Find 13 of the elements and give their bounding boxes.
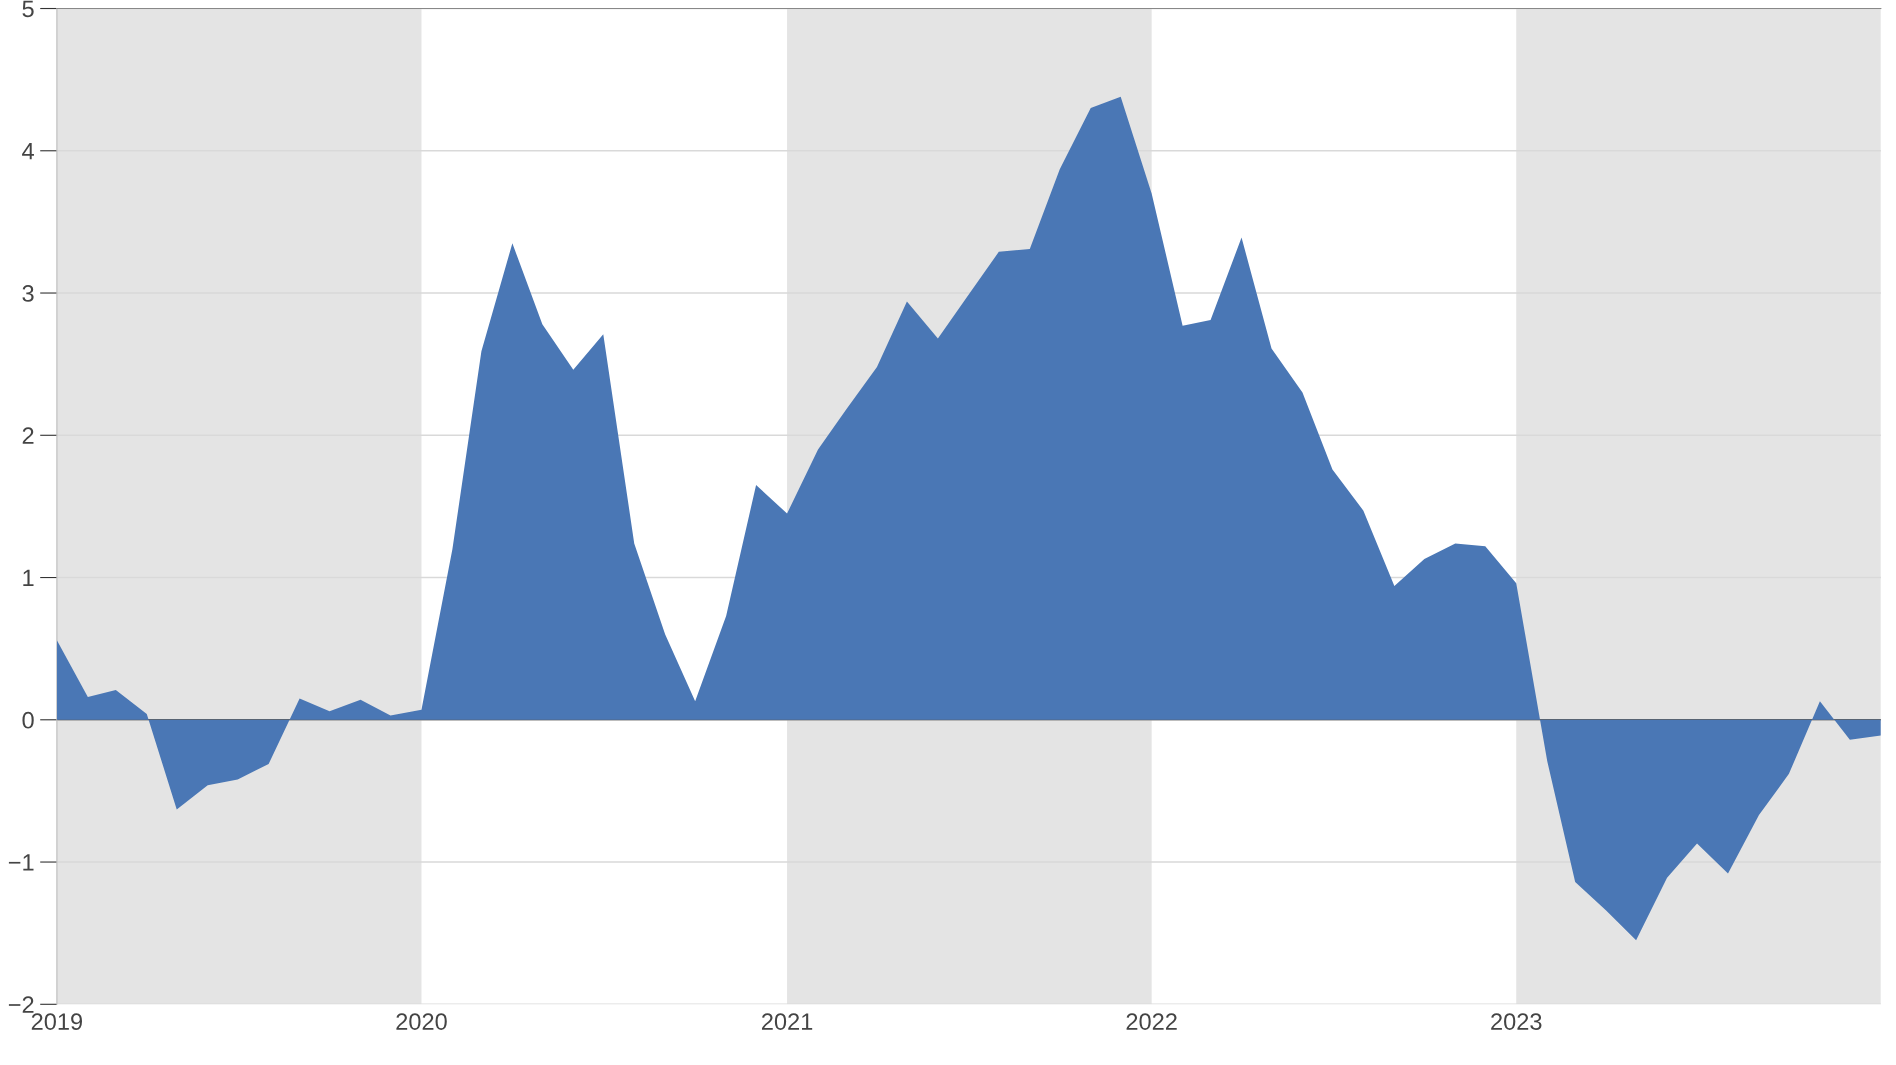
x-tick-label: 2020 <box>396 1013 447 1030</box>
x-tick-label: 2019 <box>31 1013 83 1030</box>
x-tick-label: 2021 <box>761 1013 813 1030</box>
y-tick-label: 2 <box>22 427 34 444</box>
y-tick-label: 3 <box>22 285 34 302</box>
x-tick-label: 2023 <box>1491 1013 1542 1030</box>
y-tick-label: 4 <box>22 143 34 160</box>
y-tick-label: 5 <box>22 0 34 18</box>
y-tick-label: 1 <box>23 569 34 587</box>
y-tick-label: −1 <box>8 854 34 871</box>
y-tick-label: 0 <box>22 711 34 729</box>
y-tick-label: −2 <box>8 996 34 1013</box>
x-tick-label: 2022 <box>1126 1013 1177 1030</box>
